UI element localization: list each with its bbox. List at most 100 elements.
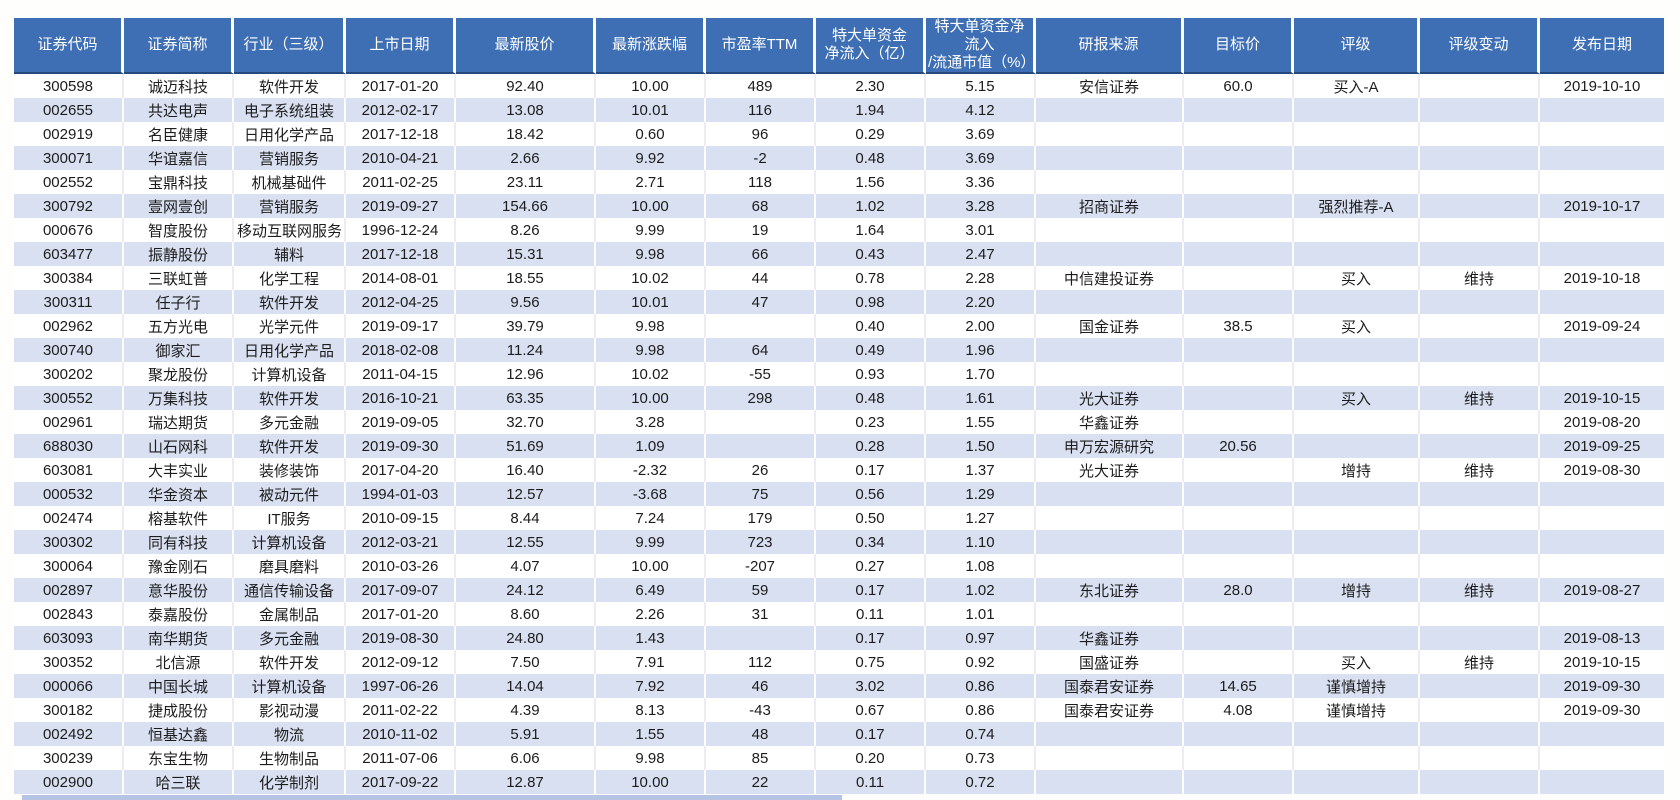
table-cell (1184, 506, 1294, 530)
table-row: 002474 榕基软件 IT服务 2010-09-15 8.44 7.24 179 0.50 1… (14, 506, 1664, 530)
table-cell (1184, 410, 1294, 434)
table-cell: 1.50 (926, 434, 1036, 458)
table-cell: 44 (706, 266, 816, 290)
table-cell: 0.49 (816, 338, 926, 362)
table-cell: 2019-10-10 (1563, 77, 1641, 95)
table-row: 300740 御家汇 日用化学产品 2018-02-08 11.24 9.98 64 0.49… (14, 338, 1664, 362)
table-cell: 万集科技 (124, 386, 234, 410)
table-cell: 300384 (14, 266, 124, 290)
table-cell (1294, 98, 1420, 122)
table-cell: 46 (706, 674, 816, 698)
table-cell: 中国长城 (124, 674, 234, 698)
table-cell: 63.35 (456, 386, 596, 410)
table-cell: 10.02 (596, 266, 706, 290)
table-cell (1294, 530, 1420, 554)
table-cell: 2019-09-27 (346, 194, 456, 218)
table-cell: 16.40 (456, 458, 596, 482)
table-cell: 华鑫证券 (1036, 410, 1184, 434)
table-cell: 13.08 (456, 98, 596, 122)
column-header-1: 证券代码 (14, 18, 124, 74)
table-cell: 软件开发 (234, 386, 346, 410)
table-cell: 48 (706, 722, 816, 746)
table-cell (1184, 530, 1294, 554)
table-cell (1540, 122, 1664, 146)
table-cell: 0.40 (816, 314, 926, 338)
table-cell (1420, 98, 1540, 122)
table-cell: 计算机设备 (234, 530, 346, 554)
table-cell: 0.93 (816, 362, 926, 386)
table-cell (1184, 146, 1294, 170)
table-cell: 五方光电 (124, 314, 234, 338)
table-cell: 国泰君安证券 (1036, 674, 1184, 698)
table-cell (1540, 338, 1664, 362)
table-cell: 0.86 (926, 698, 1036, 722)
table-cell: 招商证券 (1036, 194, 1184, 218)
table-cell: 0.73 (926, 746, 1036, 770)
table-cell: 2019-09-25 (1563, 437, 1641, 455)
table-cell: 买入 (1294, 386, 1420, 410)
table-cell (1540, 602, 1664, 626)
table-cell: 生物制品 (234, 746, 346, 770)
table-cell (1420, 506, 1540, 530)
table-cell: 2010-03-26 (346, 554, 456, 578)
table-cell: 0.43 (816, 242, 926, 266)
table-cell: 24.12 (456, 578, 596, 602)
table-cell: 2019-09-24 (1563, 317, 1641, 335)
table-cell: 002843 (14, 602, 124, 626)
table-cell (1036, 506, 1184, 530)
table-cell: 1.10 (926, 530, 1036, 554)
table-cell: 2017-12-18 (346, 122, 456, 146)
table-cell: 电子系统组装 (234, 98, 346, 122)
column-header-7: 市盈率TTM (706, 18, 816, 74)
table-cell (1036, 218, 1184, 242)
table-cell: 154.66 (456, 194, 596, 218)
table-cell: 申万宏源研究 (1036, 434, 1184, 458)
table-cell (1294, 602, 1420, 626)
table-cell: 计算机设备 (234, 362, 346, 386)
table-cell: 300598 (14, 74, 124, 98)
table-cell (1420, 122, 1540, 146)
table-cell (1540, 506, 1664, 530)
table-cell: 298 (706, 386, 816, 410)
table-cell: 28.0 (1184, 578, 1294, 602)
table-cell (1420, 290, 1540, 314)
column-header-12: 评级 (1294, 18, 1420, 74)
table-row: 002492 恒基达鑫 物流 2010-11-02 5.91 1.55 48 0.17 0.74 (14, 722, 1664, 746)
table-cell: 2017-12-18 (346, 242, 456, 266)
table-cell: 榕基软件 (124, 506, 234, 530)
table-cell (1420, 362, 1540, 386)
table-cell: 002655 (14, 98, 124, 122)
table-row: 002552 宝鼎科技 机械基础件 2011-02-25 23.11 2.71 118 1.5… (14, 170, 1664, 194)
table-cell: 中信建投证券 (1036, 266, 1184, 290)
table-cell: 18.42 (456, 122, 596, 146)
table-cell (1294, 626, 1420, 650)
table-cell (1294, 770, 1420, 794)
table-row: 000066 中国长城 计算机设备 1997-06-26 14.04 7.92 46 3.02… (14, 674, 1664, 698)
table-cell: 2019-10-18 (1563, 269, 1641, 287)
table-cell: 泰嘉股份 (124, 602, 234, 626)
table-cell (1184, 98, 1294, 122)
table-cell: 2019-08-13 (1563, 629, 1641, 647)
table-cell: 东北证券 (1036, 578, 1184, 602)
table-cell: 谨慎增持 (1294, 674, 1420, 698)
table-cell (1540, 554, 1664, 578)
table-cell: -2.32 (596, 458, 706, 482)
table-cell: 24.80 (456, 626, 596, 650)
table-cell (706, 410, 816, 434)
table-cell: 化学工程 (234, 266, 346, 290)
table-cell: 2.71 (596, 170, 706, 194)
table-cell: 磨具磨料 (234, 554, 346, 578)
table-cell: -43 (706, 698, 816, 722)
table-cell: 2017-09-07 (346, 578, 456, 602)
table-cell: 12.57 (456, 482, 596, 506)
table-cell: 002900 (14, 770, 124, 794)
table-cell: 日用化学产品 (234, 122, 346, 146)
table-row: 300311 任子行 软件开发 2012-04-25 9.56 10.01 47 0.98 2.… (14, 290, 1664, 314)
table-cell: 10.01 (596, 290, 706, 314)
table-cell: 买入-A (1294, 74, 1420, 98)
column-header-6: 最新涨跌幅 (596, 18, 706, 74)
table-cell: -207 (706, 554, 816, 578)
table-cell (1036, 746, 1184, 770)
table-cell: 603477 (14, 242, 124, 266)
table-cell (1420, 482, 1540, 506)
